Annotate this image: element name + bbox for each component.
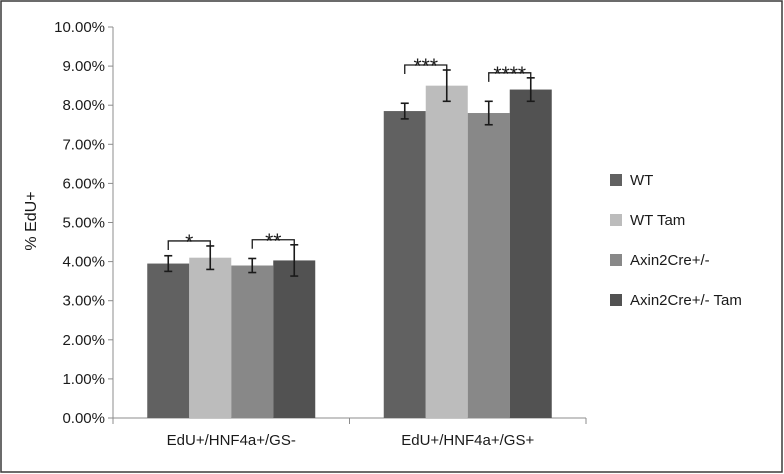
y-tick-label: 0.00% [62,410,105,427]
bar [383,111,426,418]
bar [509,89,552,418]
x-category-label: EdU+/HNF4a+/GS- [167,432,296,449]
legend-swatch [610,294,622,306]
legend: WT WT Tam Axin2Cre+/- Axin2Cre+/- Tam [610,172,742,309]
y-tick-label: 9.00% [62,58,105,75]
bar [147,263,190,418]
legend-label: Axin2Cre+/- Tam [630,292,742,309]
legend-label: WT Tam [630,212,685,229]
bar [231,265,274,418]
y-tick-label: 10.00% [54,19,105,36]
legend-label: WT [630,172,653,189]
significance-bracket [404,64,448,75]
bars: * ***** **** [147,55,552,419]
legend-swatch [610,214,622,226]
bar [189,257,232,418]
significance-label: **** [493,63,526,86]
y-tick-label: 5.00% [62,215,105,232]
y-tick-label: 8.00% [62,97,105,114]
bar [467,113,510,419]
y-tick-label: 6.00% [62,175,105,192]
significance-label: * [185,231,193,254]
bar [273,260,316,418]
y-tick-label: 3.00% [62,293,105,310]
significance-label: ** [265,230,281,253]
y-tick-label: 2.00% [62,332,105,349]
significance-bracket [167,240,211,250]
legend-swatch [610,254,622,266]
y-axis-label: % EdU+ [23,191,40,250]
axes: % EdU+ 0.00% 1.00% 2.00% 3.00% 4.00% 5.00% 6.0… [23,19,587,449]
significance-bracket [251,239,295,249]
legend-swatch [610,174,622,186]
y-tick-label: 7.00% [62,136,105,153]
x-category-label: EdU+/HNF4a+/GS+ [401,432,534,449]
bar [425,85,468,419]
y-tick-label: 1.00% [62,371,105,388]
significance-label: *** [413,55,438,78]
significance-bracket [488,72,532,82]
y-tick-label: 4.00% [62,254,105,271]
legend-label: Axin2Cre+/- [630,252,710,269]
